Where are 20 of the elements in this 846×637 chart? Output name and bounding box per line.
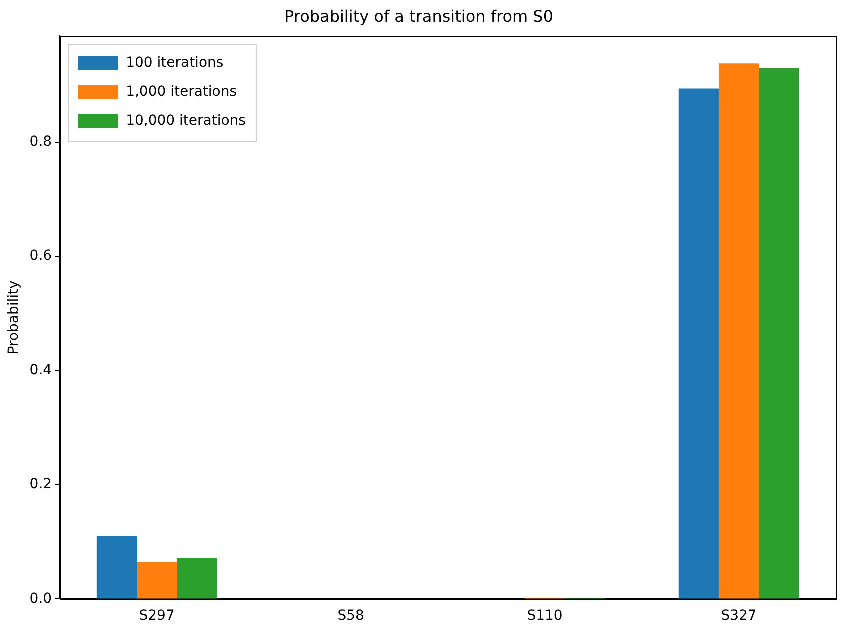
legend-label: 100 iterations — [126, 54, 224, 71]
bar — [177, 558, 218, 599]
x-tick-label: S327 — [721, 608, 757, 624]
x-tick-label: S297 — [139, 608, 175, 624]
bar — [678, 88, 719, 599]
bar — [718, 64, 760, 599]
y-tick-label: 0.6 — [30, 248, 52, 264]
bar — [759, 68, 800, 599]
y-tick-label: 0.0 — [30, 590, 52, 607]
bar — [96, 536, 138, 599]
x-tick-label: S110 — [527, 608, 563, 624]
chart-title: Probability of a transition from S0 — [284, 6, 554, 26]
bar — [137, 562, 178, 599]
y-tick-label: 0.8 — [30, 134, 52, 150]
y-tick-label: 0.4 — [30, 362, 52, 378]
x-tick-label: S58 — [338, 608, 364, 624]
legend-label: 1,000 iterations — [126, 84, 238, 100]
legend-label: 10,000 iterations — [126, 112, 246, 129]
y-axis-title: Probability — [6, 280, 22, 355]
y-tick-label: 0.2 — [30, 476, 52, 493]
